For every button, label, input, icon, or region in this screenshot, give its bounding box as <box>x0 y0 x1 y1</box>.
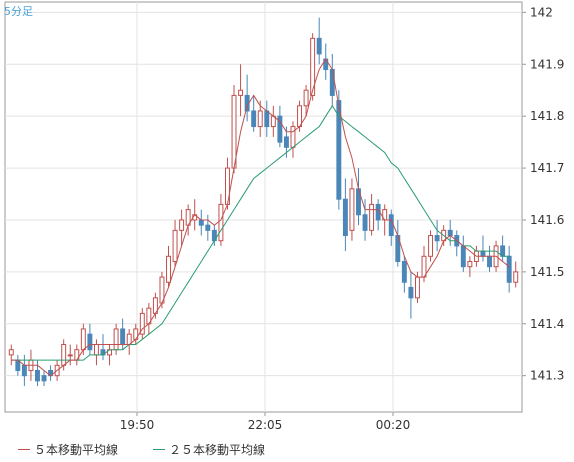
candle-up <box>67 354 73 357</box>
candle-up <box>303 89 309 107</box>
candle-up <box>166 255 171 283</box>
y-tick-label: 141.9 <box>530 57 564 71</box>
candle-up <box>414 276 420 299</box>
y-tick-label: 141.8 <box>530 109 564 123</box>
y-tick-label: 141.7 <box>530 161 564 175</box>
candle-down <box>487 255 492 268</box>
candle-up <box>290 126 296 148</box>
y-tick-label: 141.4 <box>530 317 564 331</box>
legend-label-ma5: ５本移動平均線 <box>34 443 119 457</box>
candle-down <box>198 219 204 226</box>
candle-down <box>41 375 47 382</box>
candle-down <box>329 68 335 96</box>
candle-down <box>480 250 486 257</box>
legend: ５本移動平均線 ２５本移動平均線 <box>0 437 574 462</box>
candle-down <box>342 198 348 237</box>
candle-down <box>336 100 342 200</box>
candle-up <box>467 260 473 268</box>
candle-up <box>238 89 244 96</box>
candle-up <box>113 328 119 351</box>
y-tick-label: 141.5 <box>530 265 564 279</box>
candle-up <box>61 344 67 366</box>
candlestick-chart: 142 141.9 141.8 141.7 141.6 141.5 141.4 141.3 19… <box>4 1 564 432</box>
candle-down <box>264 110 270 128</box>
legend-swatch-ma5 <box>18 449 30 450</box>
candle-up <box>310 37 316 96</box>
candle-down <box>434 235 440 242</box>
x-tick-label: 22:05 <box>248 418 283 432</box>
ma25-line <box>11 104 510 361</box>
candle-up <box>297 105 302 128</box>
candle-down <box>408 286 414 299</box>
candle-up <box>369 203 375 231</box>
candle-up <box>172 229 178 262</box>
y-tick-label: 142 <box>530 5 553 19</box>
candle-up <box>257 110 263 128</box>
candle-up <box>80 328 86 351</box>
candle-down <box>120 328 126 346</box>
candle-up <box>513 271 519 283</box>
candle-up <box>428 235 434 257</box>
candle-down <box>21 364 27 377</box>
candle-up <box>179 219 185 231</box>
candle-up <box>218 203 224 242</box>
legend-item-ma25: ２５本移動平均線 <box>153 441 265 458</box>
candle-down <box>35 369 40 382</box>
candle-down <box>283 136 289 148</box>
legend-swatch-ma25 <box>153 449 165 450</box>
candle-up <box>349 188 355 231</box>
candle-down <box>388 214 394 237</box>
candle-down <box>251 110 257 128</box>
candle-up <box>93 344 99 356</box>
legend-label-ma25: ２５本移動平均線 <box>169 443 266 457</box>
timeframe-label: 5分足 <box>4 5 33 18</box>
candle-down <box>401 260 407 283</box>
y-tick-label: 141.3 <box>530 369 564 383</box>
y-tick-label: 141.6 <box>530 213 564 227</box>
x-tick-label: 19:50 <box>120 418 155 432</box>
x-tick-label: 00:20 <box>376 418 411 432</box>
candle-down <box>460 245 466 268</box>
candle-up <box>231 94 237 169</box>
candle-down <box>87 333 93 351</box>
candle-down <box>316 37 322 55</box>
candle-down <box>205 224 211 231</box>
candle-down <box>447 229 453 237</box>
candle-up <box>8 349 14 356</box>
candle-down <box>506 255 512 283</box>
candle-up <box>421 255 427 278</box>
legend-item-ma5: ５本移動平均線 <box>18 441 118 458</box>
candle-down <box>277 115 283 143</box>
candle-up <box>139 312 145 335</box>
candle-down <box>362 214 368 231</box>
ma5-line <box>11 58 510 377</box>
